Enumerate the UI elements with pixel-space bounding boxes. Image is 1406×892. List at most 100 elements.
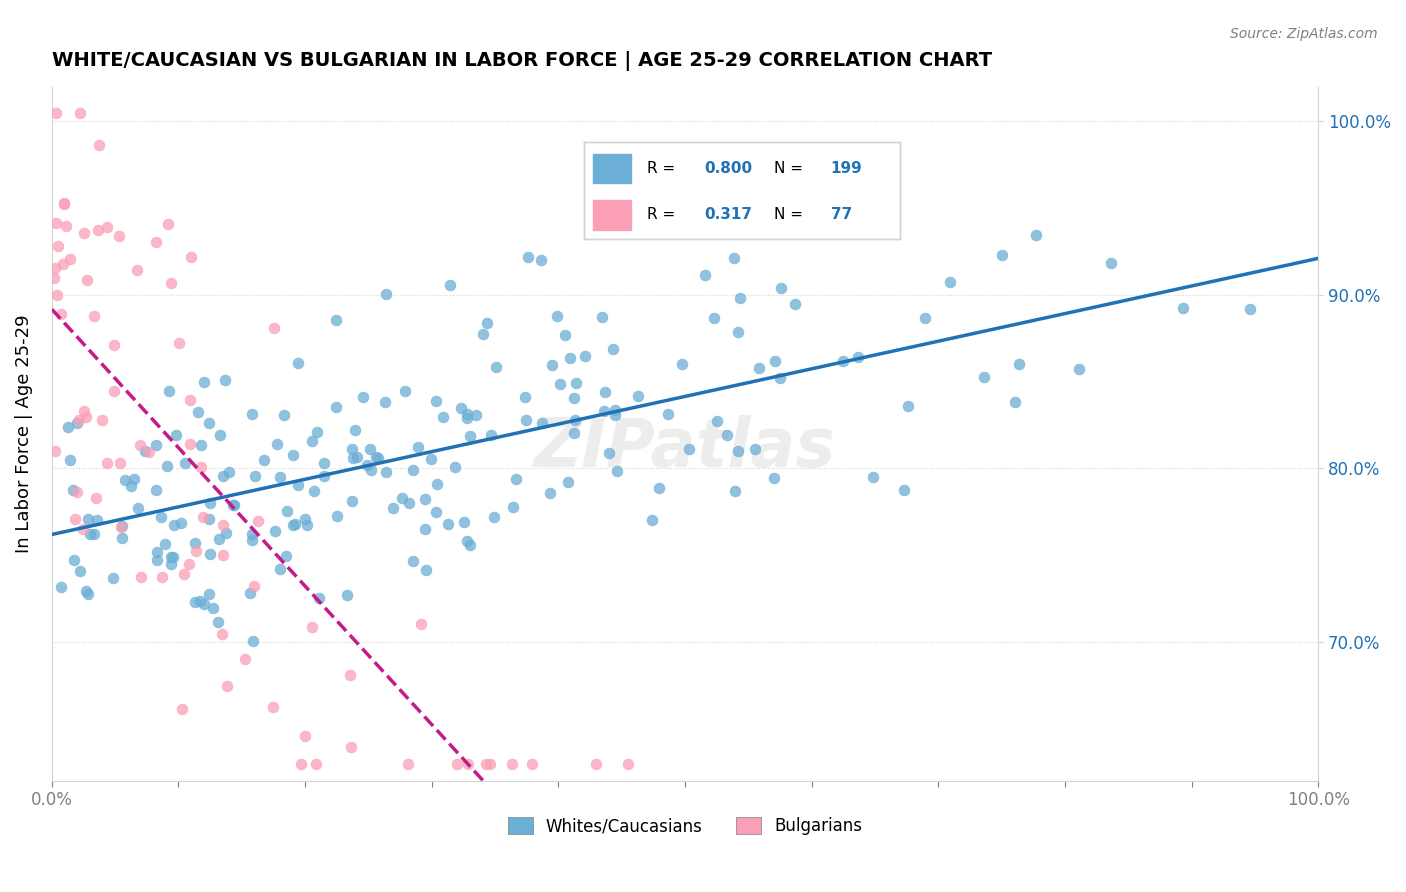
- Point: [59, 453, 82, 467]
- Point: [273, 408, 295, 422]
- Point: [744, 442, 766, 456]
- Point: [198, 511, 221, 525]
- Point: [342, 494, 364, 508]
- Point: [585, 756, 607, 771]
- Point: [79, 526, 101, 541]
- Point: [214, 526, 236, 541]
- Point: [554, 327, 576, 342]
- Point: [173, 567, 195, 582]
- Point: [391, 491, 413, 505]
- Point: [648, 481, 671, 495]
- Point: [83, 309, 105, 323]
- Point: [198, 547, 221, 561]
- Point: [727, 443, 749, 458]
- Point: [446, 756, 468, 771]
- Point: [458, 538, 481, 552]
- Point: [396, 756, 419, 771]
- Point: [671, 357, 693, 371]
- Point: [243, 469, 266, 483]
- Point: [159, 549, 181, 564]
- Point: [152, 570, 174, 584]
- Point: [1067, 362, 1090, 376]
- Point: [48, 239, 70, 253]
- Point: [243, 579, 266, 593]
- Point: [605, 409, 627, 423]
- Point: [125, 262, 148, 277]
- Point: [156, 458, 179, 473]
- Point: [96, 220, 118, 235]
- Point: [339, 668, 361, 682]
- Point: [73, 403, 96, 417]
- Point: [110, 456, 132, 470]
- Point: [693, 268, 716, 283]
- Point: [134, 443, 156, 458]
- Point: [295, 518, 318, 533]
- Point: [190, 459, 212, 474]
- Point: [86, 223, 108, 237]
- Point: [706, 414, 728, 428]
- Point: [314, 456, 336, 470]
- Point: [110, 519, 132, 533]
- Point: [281, 518, 304, 533]
- Point: [111, 532, 134, 546]
- Point: [198, 587, 221, 601]
- Point: [336, 588, 359, 602]
- Point: [325, 400, 347, 414]
- Point: [59, 252, 82, 267]
- Point: [276, 504, 298, 518]
- Point: [208, 533, 231, 547]
- Point: [77, 587, 100, 601]
- Point: [307, 425, 329, 439]
- Point: [325, 313, 347, 327]
- Point: [120, 479, 142, 493]
- Point: [641, 513, 664, 527]
- Point: [520, 756, 543, 771]
- Point: [366, 450, 388, 464]
- Point: [294, 729, 316, 743]
- Point: [374, 395, 396, 409]
- Point: [186, 543, 208, 558]
- Point: [52, 257, 75, 271]
- Point: [530, 252, 553, 267]
- Point: [145, 483, 167, 497]
- Point: [222, 498, 245, 512]
- Point: [83, 527, 105, 541]
- Point: [146, 553, 169, 567]
- Point: [218, 465, 240, 479]
- Point: [398, 496, 420, 510]
- Point: [564, 425, 586, 440]
- Point: [346, 450, 368, 464]
- Point: [294, 512, 316, 526]
- Point: [73, 226, 96, 240]
- Point: [1004, 395, 1026, 409]
- Point: [127, 500, 149, 515]
- Point: [591, 310, 613, 324]
- Point: [515, 413, 537, 427]
- Point: [266, 437, 288, 451]
- Point: [76, 273, 98, 287]
- Point: [49, 580, 72, 594]
- Point: [727, 325, 749, 339]
- Point: [44, 260, 66, 275]
- Text: Source: ZipAtlas.com: Source: ZipAtlas.com: [1230, 27, 1378, 41]
- Point: [367, 450, 389, 465]
- Point: [616, 756, 638, 771]
- Point: [703, 310, 725, 325]
- Point: [75, 409, 97, 424]
- Point: [471, 326, 494, 341]
- Point: [505, 472, 527, 486]
- Point: [375, 286, 398, 301]
- Point: [565, 376, 588, 391]
- Point: [562, 391, 585, 405]
- Point: [1239, 301, 1261, 316]
- Point: [163, 518, 186, 533]
- Point: [66, 485, 89, 500]
- Point: [574, 349, 596, 363]
- Point: [531, 416, 554, 430]
- Point: [263, 524, 285, 538]
- Point: [973, 369, 995, 384]
- Point: [425, 505, 447, 519]
- Point: [846, 350, 869, 364]
- Point: [114, 474, 136, 488]
- Point: [432, 409, 454, 424]
